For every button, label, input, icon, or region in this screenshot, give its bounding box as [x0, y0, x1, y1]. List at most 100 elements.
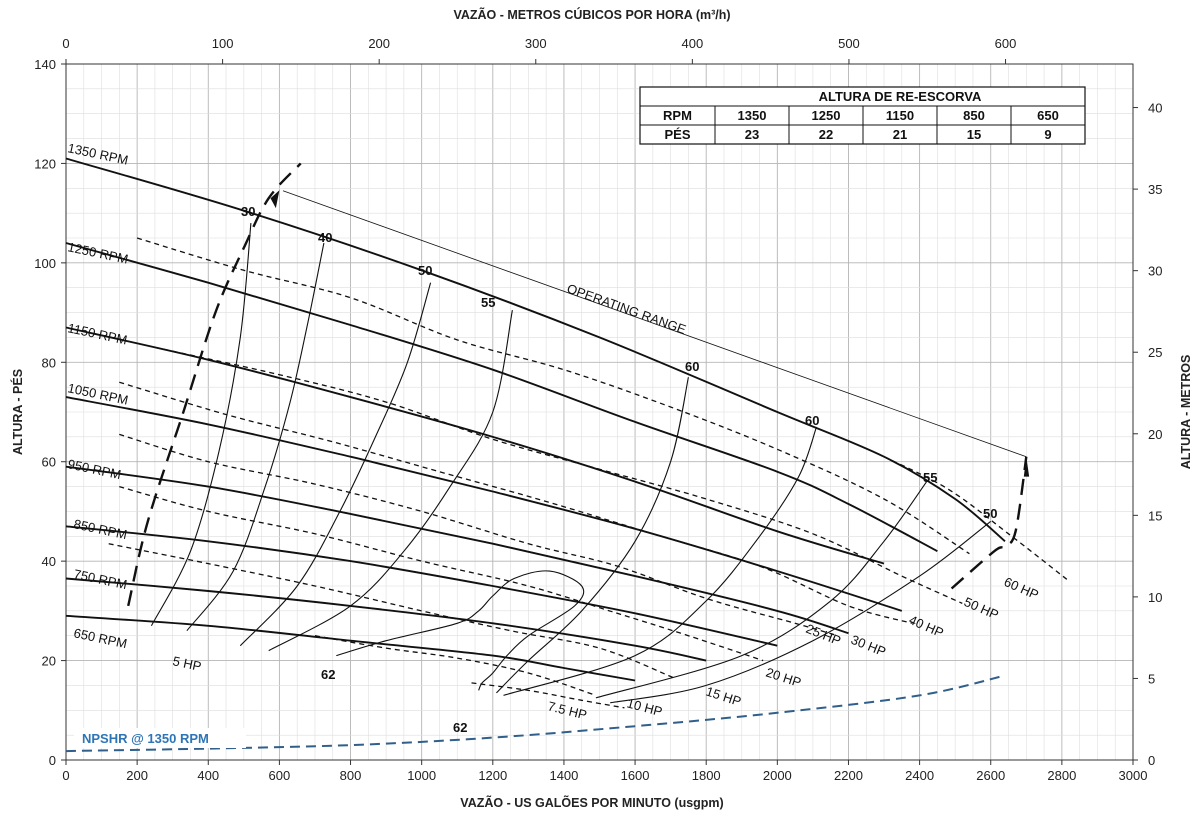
y-tick-label: 100 — [34, 256, 56, 271]
arrow-head-left — [270, 190, 280, 209]
x-tick-label: 2000 — [763, 768, 792, 783]
table-cell-pes: 9 — [1044, 127, 1051, 142]
y2-tick-label: 15 — [1148, 508, 1162, 523]
x-axis-title-top: VAZÃO - METROS CÚBICOS POR HORA (m³/h) — [453, 7, 730, 22]
efficiency-label: 50 — [983, 506, 997, 521]
y2-tick-label: 35 — [1148, 182, 1162, 197]
efficiency-label: 55 — [481, 295, 495, 310]
x-tick-label: 2200 — [834, 768, 863, 783]
power-curve — [108, 543, 675, 679]
efficiency-curve — [595, 481, 928, 699]
head-curve — [65, 396, 903, 612]
table-cell-rpm: 850 — [963, 108, 985, 123]
power-curve — [471, 682, 625, 709]
y-axis-title-right: ALTURA - METROS — [1179, 355, 1193, 470]
boundary-right — [950, 456, 1028, 590]
power-curve — [119, 381, 913, 624]
x-tick-label: 2800 — [1047, 768, 1076, 783]
table-row-label: RPM — [663, 108, 692, 123]
x-tick-label: 1000 — [407, 768, 436, 783]
head-curve — [65, 525, 778, 647]
x-tick-label: 1600 — [621, 768, 650, 783]
y2-tick-label: 40 — [1148, 101, 1162, 116]
power-curve — [136, 237, 970, 555]
efficiency-curve — [336, 570, 585, 691]
y-tick-label: 140 — [34, 57, 56, 72]
x-tick-label: 0 — [62, 768, 69, 783]
efficiency-curve — [610, 520, 992, 704]
head-curve — [65, 242, 938, 553]
y2-tick-label: 0 — [1148, 753, 1155, 768]
head-curve — [65, 577, 707, 662]
power-label: 5 HP — [171, 653, 202, 674]
grid — [65, 63, 1134, 761]
x-tick-label: 800 — [340, 768, 362, 783]
efficiency-label: 62 — [321, 667, 335, 682]
y2-tick-label: 10 — [1148, 590, 1162, 605]
table-title: ALTURA DE RE-ESCORVA — [819, 89, 982, 104]
x-tick-label: 2400 — [905, 768, 934, 783]
x2-tick-label: 300 — [525, 36, 547, 51]
operating-range-line — [282, 190, 1027, 458]
power-curve — [119, 485, 764, 662]
arrow-head-right — [1023, 456, 1030, 477]
x-tick-label: 1400 — [549, 768, 578, 783]
table-cell-pes: 23 — [745, 127, 759, 142]
npshr-curve — [65, 674, 1006, 753]
table-cell-rpm: 1350 — [738, 108, 767, 123]
table-cell-rpm: 1150 — [886, 108, 914, 123]
curves — [65, 157, 1070, 753]
table-cell-pes: 22 — [819, 127, 833, 142]
table-cell-pes: 15 — [967, 127, 981, 142]
plot-frame — [65, 63, 1134, 761]
y-tick-label: 60 — [42, 455, 56, 470]
efficiency-curve — [503, 426, 818, 696]
efficiency-label: 40 — [318, 230, 332, 245]
x2-tick-label: 0 — [62, 36, 69, 51]
head-curve — [65, 614, 636, 682]
power-curve — [314, 635, 597, 697]
efficiency-label: 60 — [685, 359, 699, 374]
x-tick-label: 600 — [269, 768, 291, 783]
efficiency-label: 50 — [418, 263, 432, 278]
x-tick-label: 400 — [197, 768, 219, 783]
y2-tick-label: 30 — [1148, 264, 1162, 279]
x-axis-title-bottom: VAZÃO - US GALÕES POR MINUTO (usgpm) — [460, 795, 723, 810]
efficiency-curve — [239, 282, 432, 647]
x2-tick-label: 600 — [995, 36, 1017, 51]
table-cell-rpm: 650 — [1037, 108, 1059, 123]
efficiency-curve — [150, 223, 252, 627]
efficiency-label: 55 — [923, 470, 937, 485]
x-tick-label: 2600 — [976, 768, 1005, 783]
x2-tick-label: 500 — [838, 36, 860, 51]
efficiency-label: 60 — [805, 413, 819, 428]
y-tick-label: 40 — [42, 554, 56, 569]
x2-tick-label: 100 — [212, 36, 234, 51]
y2-tick-label: 20 — [1148, 427, 1162, 442]
efficiency-label: 62 — [453, 720, 467, 735]
y2-tick-label: 25 — [1148, 345, 1162, 360]
x-tick-label: 1800 — [692, 768, 721, 783]
npshr-label-bg — [74, 728, 246, 748]
x-tick-label: 200 — [126, 768, 148, 783]
head-curve — [65, 157, 1006, 543]
table-row-label: PÉS — [664, 127, 690, 142]
power-curve — [883, 456, 1070, 582]
x2-tick-label: 200 — [368, 36, 390, 51]
head-curve — [65, 326, 885, 565]
y-axis-title-left: ALTURA - PÉS — [10, 369, 25, 455]
y-tick-label: 80 — [42, 355, 56, 370]
reprime-table: ALTURA DE RE-ESCORVA RPM PÉS 1350 1250 1150 85… — [639, 86, 1086, 145]
npshr-label: NPSHR @ 1350 RPM — [82, 731, 209, 746]
efficiency-label: 30 — [241, 204, 255, 219]
efficiency-curve — [268, 309, 513, 652]
axes: 0 200 400 600 800 1000 1200 1400 1600 1800 2000 220… — [34, 36, 1162, 783]
head-curve — [65, 465, 849, 635]
y-tick-label: 120 — [34, 156, 56, 171]
table-cell-pes: 21 — [893, 127, 907, 142]
x-tick-label: 3000 — [1119, 768, 1148, 783]
x-tick-label: 1200 — [478, 768, 507, 783]
table-cell-rpm: 1250 — [812, 108, 841, 123]
y2-tick-label: 5 — [1148, 671, 1155, 686]
